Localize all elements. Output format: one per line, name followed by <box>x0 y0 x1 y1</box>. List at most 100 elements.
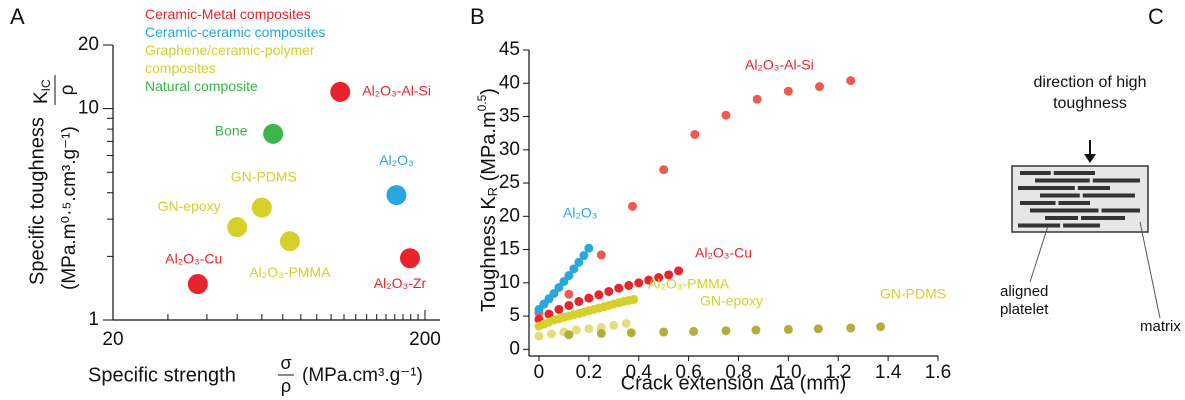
point-label: GN-epoxy <box>158 198 221 214</box>
platelet <box>1040 193 1080 198</box>
y-tick-label: 45 <box>499 39 520 60</box>
x-label: Specific strength <box>88 364 236 386</box>
y-tick-label: 5 <box>509 305 520 326</box>
legend: Ceramic-Metal composites Ceramic-ceramic … <box>145 5 335 95</box>
leader <box>1029 225 1049 283</box>
arrow-head <box>1084 154 1096 163</box>
point <box>574 257 584 267</box>
y-tick-label: 15 <box>499 239 520 260</box>
x-tick-label: 1.4 <box>875 362 902 383</box>
point-label: Al₂O₃ <box>379 152 413 168</box>
point <box>579 251 589 261</box>
platelet <box>1063 223 1100 228</box>
point <box>664 270 674 280</box>
point <box>629 294 639 304</box>
point <box>752 94 762 104</box>
platelet <box>1018 186 1075 190</box>
x-tick-label: 0.6 <box>675 362 701 383</box>
x-label: Crack extension Δa (mm) <box>621 372 847 394</box>
panel-letter: B <box>470 4 485 29</box>
point <box>604 286 614 296</box>
platelet <box>1035 178 1090 183</box>
y-tick-label: 35 <box>499 106 520 127</box>
point <box>554 304 564 314</box>
platelet <box>1053 171 1095 175</box>
point <box>846 76 856 86</box>
x-label-den: ρ <box>281 376 291 396</box>
y-tick-label: 10 <box>499 272 520 293</box>
y-label-den: ρ <box>57 84 78 95</box>
point <box>399 248 420 269</box>
composite-block <box>1011 165 1149 233</box>
x-tick-label: 1.0 <box>775 362 801 383</box>
leader <box>1139 221 1161 319</box>
y-tick-label: 1 <box>88 309 99 330</box>
y-label-sup: 0.5 <box>475 94 489 111</box>
platelet <box>1030 208 1099 213</box>
point <box>876 322 886 332</box>
point <box>659 327 669 337</box>
y-tick-label: 20 <box>499 205 520 226</box>
x-tick-label: 1.6 <box>925 362 951 383</box>
legend-entry: Ceramic-Metal composites <box>145 6 311 22</box>
point-label: Al₂O₃-Al-Si <box>362 83 431 99</box>
numerator-sub: IC <box>39 79 53 91</box>
platelet <box>1081 216 1125 220</box>
point <box>571 325 581 335</box>
y-tick-label: 10 <box>78 98 99 119</box>
point <box>627 201 637 211</box>
point-label: Bone <box>215 123 248 139</box>
platelet-label: aligned platelet <box>1000 283 1049 318</box>
point <box>689 326 699 336</box>
point <box>624 280 634 290</box>
point <box>564 289 574 299</box>
x-tick-label: 1.2 <box>825 362 851 383</box>
point <box>815 82 825 92</box>
numerator: K <box>31 91 52 104</box>
legend-entry: Graphene/ceramic-polymer composites <box>145 42 315 76</box>
point <box>609 320 619 330</box>
point <box>564 271 574 281</box>
point <box>546 329 556 339</box>
x-tick-label: 200 <box>409 329 441 350</box>
point <box>721 110 731 120</box>
point <box>626 328 636 338</box>
platelet <box>1058 201 1090 205</box>
platelet <box>1018 223 1061 228</box>
legend-entry: Ceramic-ceramic composites <box>145 24 326 40</box>
point <box>690 129 700 139</box>
point <box>584 293 594 303</box>
point <box>584 243 594 253</box>
x-label-num: σ <box>280 353 291 373</box>
y-label-text: Specific toughness <box>26 117 48 285</box>
series-label: Al₂O₃-Al-Si <box>745 57 814 73</box>
point <box>846 323 856 333</box>
platelet <box>1020 171 1051 175</box>
series-label: Al₂O₃-PMMA <box>648 276 730 292</box>
y-tick-label: 0 <box>509 338 520 359</box>
point <box>564 300 574 310</box>
y-label-num: KIC <box>31 79 53 104</box>
point <box>279 231 300 252</box>
legend-entry: Natural composite <box>145 78 258 94</box>
point <box>634 278 644 288</box>
point <box>564 330 574 340</box>
point-label: Al₂O₃-PMMA <box>249 264 331 280</box>
point <box>559 276 569 286</box>
y-tick-label: 40 <box>499 72 520 93</box>
matrix-label: matrix <box>1140 318 1181 335</box>
point <box>386 185 407 206</box>
point <box>574 296 584 306</box>
x-tick-label: 0.8 <box>725 362 751 383</box>
point <box>659 165 669 175</box>
panel-letter: C <box>1148 4 1164 29</box>
x-label-units: (MPa.cm³.g⁻¹) <box>302 365 423 386</box>
point <box>751 325 761 335</box>
y-label-units: (MPa.m⁰·⁵.cm³.g⁻¹) <box>59 126 80 290</box>
point <box>674 266 684 276</box>
y-tick-label: 20 <box>78 34 99 55</box>
y-label-close: ) <box>478 88 500 95</box>
x-tick-label: 0 <box>534 362 545 383</box>
y-label-units: (MPa.m <box>478 111 500 181</box>
